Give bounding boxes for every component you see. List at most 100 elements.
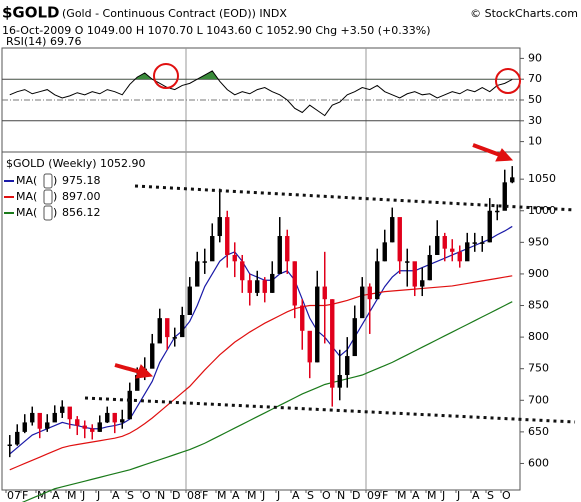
legend-value: 975.18: [62, 174, 101, 187]
price-bar: [232, 254, 237, 262]
x-tick-label: D: [172, 489, 180, 502]
price-bar: [465, 242, 470, 262]
price-bar: [390, 217, 395, 243]
price-bar: [435, 236, 440, 255]
x-tick-label: A: [292, 489, 300, 502]
price-bar: [202, 261, 207, 263]
chart-title: $GOLD: [2, 4, 60, 22]
price-bar: [195, 261, 200, 287]
x-tick-label: A: [472, 489, 480, 502]
price-bar: [255, 280, 260, 293]
rsi-tick-label: 10: [528, 135, 542, 148]
price-bar: [150, 343, 155, 369]
y-tick-label: 650: [528, 425, 549, 438]
x-tick-label: A: [412, 489, 420, 502]
y-tick-label: 900: [528, 267, 549, 280]
x-tick-label: 08: [187, 489, 201, 502]
price-bar: [240, 261, 245, 281]
price-bar: [375, 261, 380, 300]
x-tick-label: F: [202, 489, 208, 502]
price-bar: [510, 177, 515, 183]
price-bar: [262, 280, 267, 293]
price-bar: [30, 412, 35, 423]
price-bar: [90, 428, 95, 432]
price-bar: [495, 210, 500, 213]
x-tick-label: J: [96, 489, 100, 502]
y-tick-label: 600: [528, 456, 549, 469]
arrow: [472, 143, 514, 162]
x-tick-label: M: [427, 489, 437, 502]
price-bar: [457, 251, 462, 262]
x-tick-label: S: [127, 489, 134, 502]
rsi-tick-label: 70: [528, 72, 542, 85]
x-tick-label: F: [382, 489, 388, 502]
price-bar: [502, 182, 507, 211]
price-bar: [480, 242, 485, 244]
price-bar: [420, 280, 425, 287]
y-tick-label: 1000: [528, 204, 556, 217]
highlight-circle: [153, 63, 179, 89]
price-bar: [75, 419, 80, 426]
price-bar: [405, 261, 410, 263]
price-bar: [450, 248, 455, 252]
legend-box: [43, 205, 53, 221]
price-bar: [112, 412, 117, 423]
price-bar: [135, 375, 140, 391]
x-tick-label: S: [487, 489, 494, 502]
x-tick-label: S: [307, 489, 314, 502]
x-tick-label: 09: [367, 489, 381, 502]
x-tick-label: M: [67, 489, 77, 502]
price-bar: [225, 217, 230, 255]
x-tick-label: A: [232, 489, 240, 502]
x-tick-label: M: [217, 489, 227, 502]
price-bar: [285, 236, 290, 262]
rsi-line: [9, 70, 513, 117]
price-bar: [300, 305, 305, 331]
price-bar: [15, 431, 20, 445]
credit: © StockCharts.com: [470, 7, 578, 20]
legend-suffix: ): [53, 206, 57, 219]
price-bar: [97, 422, 102, 432]
price-bar: [382, 242, 387, 262]
x-tick-label: O: [142, 489, 151, 502]
quote-line: 16-Oct-2009 O 1049.00 H 1070.70 L 1043.6…: [2, 24, 431, 37]
legend-box: [43, 189, 53, 205]
price-bar: [172, 337, 177, 339]
legend-suffix: ): [53, 174, 57, 187]
x-tick-label: J: [261, 489, 265, 502]
x-tick-label: M: [247, 489, 257, 502]
ma-line: [9, 275, 513, 471]
y-tick-label: 750: [528, 362, 549, 375]
legend-box: [43, 173, 53, 189]
price-bar: [52, 412, 57, 423]
x-tick-label: O: [502, 489, 511, 502]
rsi-label: RSI(14) 69.76: [6, 35, 81, 48]
x-tick-label: J: [81, 489, 85, 502]
price-bar: [487, 210, 492, 243]
y-tick-label: 1050: [528, 172, 556, 185]
highlight-circle: [495, 68, 521, 94]
legend-label: MA(: [16, 190, 37, 203]
legend-value: 856.12: [62, 206, 101, 219]
price-bar: [165, 318, 170, 338]
y-tick-label: 950: [528, 235, 549, 248]
price-bar: [7, 444, 12, 447]
price-bar: [412, 261, 417, 287]
price-bar: [367, 286, 372, 300]
price-bar: [187, 286, 192, 315]
x-tick-label: J: [441, 489, 445, 502]
y-tick-label: 700: [528, 393, 549, 406]
price-bar: [82, 425, 87, 429]
price-bar: [120, 419, 125, 423]
legend-label: MA(: [16, 174, 37, 187]
price-bar: [330, 299, 335, 388]
price-bar: [315, 286, 320, 363]
chart-subtitle: (Gold - Continuous Contract (EOD)) INDX: [62, 7, 287, 20]
price-bar: [397, 217, 402, 262]
x-tick-label: N: [337, 489, 345, 502]
price-bar: [270, 273, 275, 293]
x-tick-label: N: [157, 489, 165, 502]
price-bar: [60, 406, 65, 413]
